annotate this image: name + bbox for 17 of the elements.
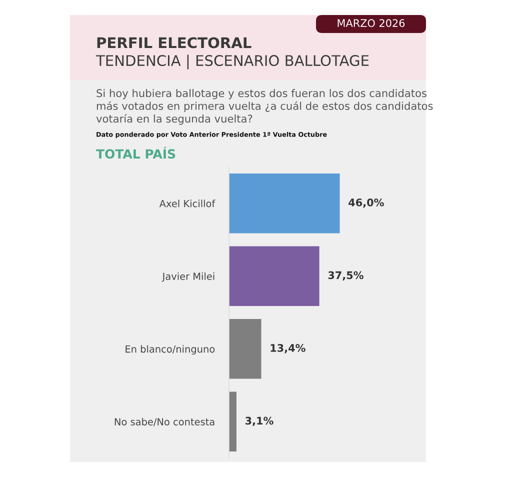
data-label: 37,5%	[328, 271, 364, 280]
data-label: 46,0%	[348, 198, 384, 208]
y-tick-label: Axel Kicillof	[159, 200, 216, 208]
data-label: 13,4%	[270, 344, 306, 354]
y-tick-label: En blanco/ninguno	[126, 345, 215, 355]
y-tick-label: Javier Milei	[162, 272, 214, 282]
chart-title: PERFIL ELECTORAL	[97, 37, 252, 48]
data-label: 3,1%	[245, 416, 274, 426]
bar	[229, 319, 262, 379]
text: Si hoy hubiera ballotage y estos dos fueran los dos candidatos más votados en primera vuelta ¿a cuál de estos dos candidatos votaría en la segunda vuelta?	[96, 89, 433, 125]
bar	[229, 392, 236, 452]
bar	[229, 246, 320, 306]
text: MARZO 2026	[338, 19, 405, 28]
y-tick-label: No sabe/No contesta	[114, 418, 214, 426]
bar	[229, 174, 340, 234]
text: TOTAL PAÍS	[96, 146, 176, 159]
chart-subtitle: TENDENCIA | ESCENARIO BALLOTAGE	[96, 54, 369, 70]
